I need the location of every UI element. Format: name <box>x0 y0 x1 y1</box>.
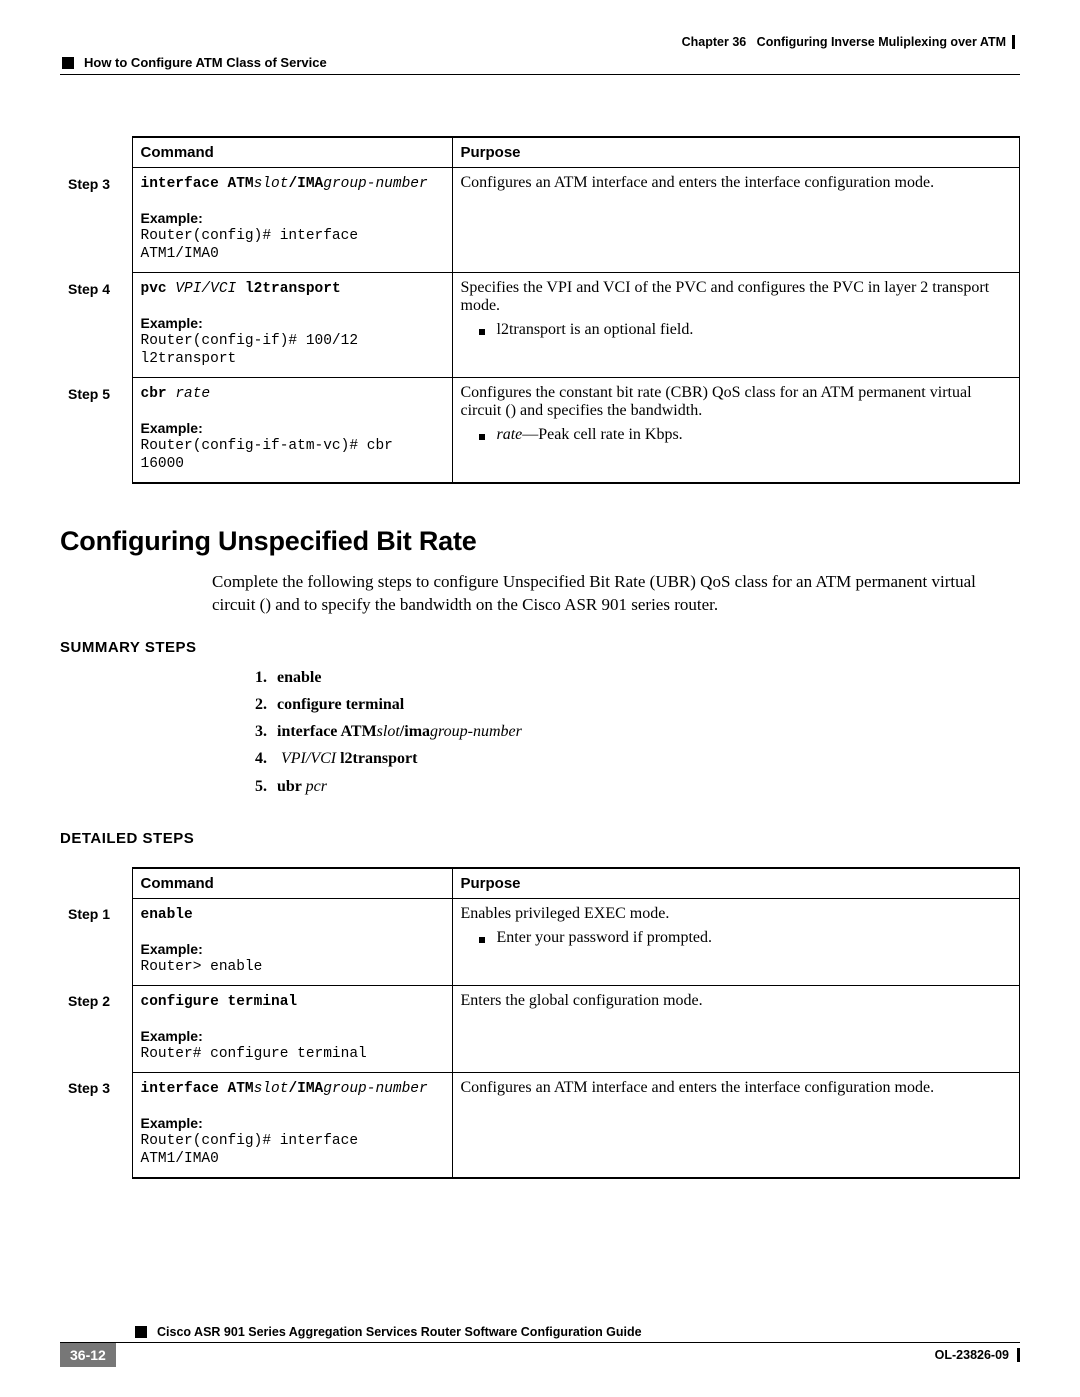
step-label: Step 3 <box>60 168 132 273</box>
chapter-label: Chapter 36 <box>682 35 747 49</box>
example-code: Router> enable <box>141 959 263 975</box>
section-title: Configuring Unspecified Bit Rate <box>60 526 1020 557</box>
step-label: Step 5 <box>60 378 132 484</box>
step-label: Step 4 <box>60 273 132 378</box>
example-label: Example: <box>141 941 444 957</box>
footer-book-title: Cisco ASR 901 Series Aggregation Service… <box>157 1325 642 1339</box>
step-label: Step 2 <box>60 985 132 1072</box>
example-code: Router# configure terminal <box>141 1046 367 1062</box>
example-label: Example: <box>141 1028 444 1044</box>
table-row: Step 3 interface ATMslot/IMAgroup-number… <box>60 1072 1020 1178</box>
page-footer: Cisco ASR 901 Series Aggregation Service… <box>60 1325 1020 1367</box>
col-header-command: Command <box>132 868 452 899</box>
purpose-text: Enters the global configuration mode. <box>452 985 1020 1072</box>
breadcrumb-bullet <box>62 57 74 69</box>
step-label: Step 1 <box>60 898 132 985</box>
doc-id: OL-23826-09 <box>935 1348 1009 1362</box>
col-header-purpose: Purpose <box>452 868 1020 899</box>
bullet-item: l2transport is an optional field. <box>461 321 1012 339</box>
col-header-command: Command <box>132 137 452 168</box>
page-number: 36-12 <box>60 1343 116 1367</box>
table-row: Step 5 cbr rate Example: Router(config-i… <box>60 378 1020 484</box>
bullet-dot <box>479 329 485 335</box>
page-header: Chapter 36 Configuring Inverse Muliplexi… <box>60 35 1020 49</box>
header-end-bar <box>1012 35 1015 49</box>
table-row: Step 3 interface ATMslot/IMAgroup-number… <box>60 168 1020 273</box>
example-code: Router(config)# interface ATM1/IMA0 <box>141 1133 359 1167</box>
purpose-text: Enables privileged EXEC mode. <box>461 905 670 922</box>
purpose-text: Configures the constant bit rate (CBR) Q… <box>461 384 972 419</box>
summary-steps-list: 1.enable 2.configure terminal 3.interfac… <box>60 664 1020 800</box>
col-header-purpose: Purpose <box>452 137 1020 168</box>
bullet-item: Enter your password if prompted. <box>461 929 1012 947</box>
breadcrumb-row: How to Configure ATM Class of Service <box>60 55 1020 70</box>
table-row: Step 2 configure terminal Example: Route… <box>60 985 1020 1072</box>
example-code: Router(config)# interface ATM1/IMA0 <box>141 228 359 262</box>
bullet-item: rate—Peak cell rate in Kbps. <box>461 426 1012 444</box>
example-label: Example: <box>141 1115 444 1131</box>
footer-bullet <box>135 1326 147 1338</box>
example-label: Example: <box>141 420 444 436</box>
example-label: Example: <box>141 210 444 226</box>
table-row: Step 4 pvc VPI/VCI l2transport Example: … <box>60 273 1020 378</box>
example-code: Router(config-if)# 100/12 l2transport <box>141 333 359 367</box>
step-label: Step 3 <box>60 1072 132 1178</box>
example-code: Router(config-if-atm-vc)# cbr 16000 <box>141 438 393 472</box>
steps-table-1: Command Purpose Step 3 interface ATMslot… <box>60 136 1020 484</box>
bullet-dot <box>479 937 485 943</box>
steps-table-2: Command Purpose Step 1 enable Example: R… <box>60 867 1020 1179</box>
purpose-text: Configures an ATM interface and enters t… <box>452 168 1020 273</box>
section-intro: Complete the following steps to configur… <box>60 571 1020 617</box>
purpose-text: Specifies the VPI and VCI of the PVC and… <box>461 279 990 314</box>
chapter-title: Configuring Inverse Muliplexing over ATM <box>757 35 1006 49</box>
purpose-text: Configures an ATM interface and enters t… <box>452 1072 1020 1178</box>
table-row: Step 1 enable Example: Router> enable En… <box>60 898 1020 985</box>
footer-end-bar <box>1017 1348 1020 1362</box>
summary-steps-heading: SUMMARY STEPS <box>60 639 1020 656</box>
detailed-steps-heading: DETAILED STEPS <box>60 830 1020 847</box>
breadcrumb-text: How to Configure ATM Class of Service <box>84 55 327 70</box>
example-label: Example: <box>141 315 444 331</box>
bullet-dot <box>479 434 485 440</box>
